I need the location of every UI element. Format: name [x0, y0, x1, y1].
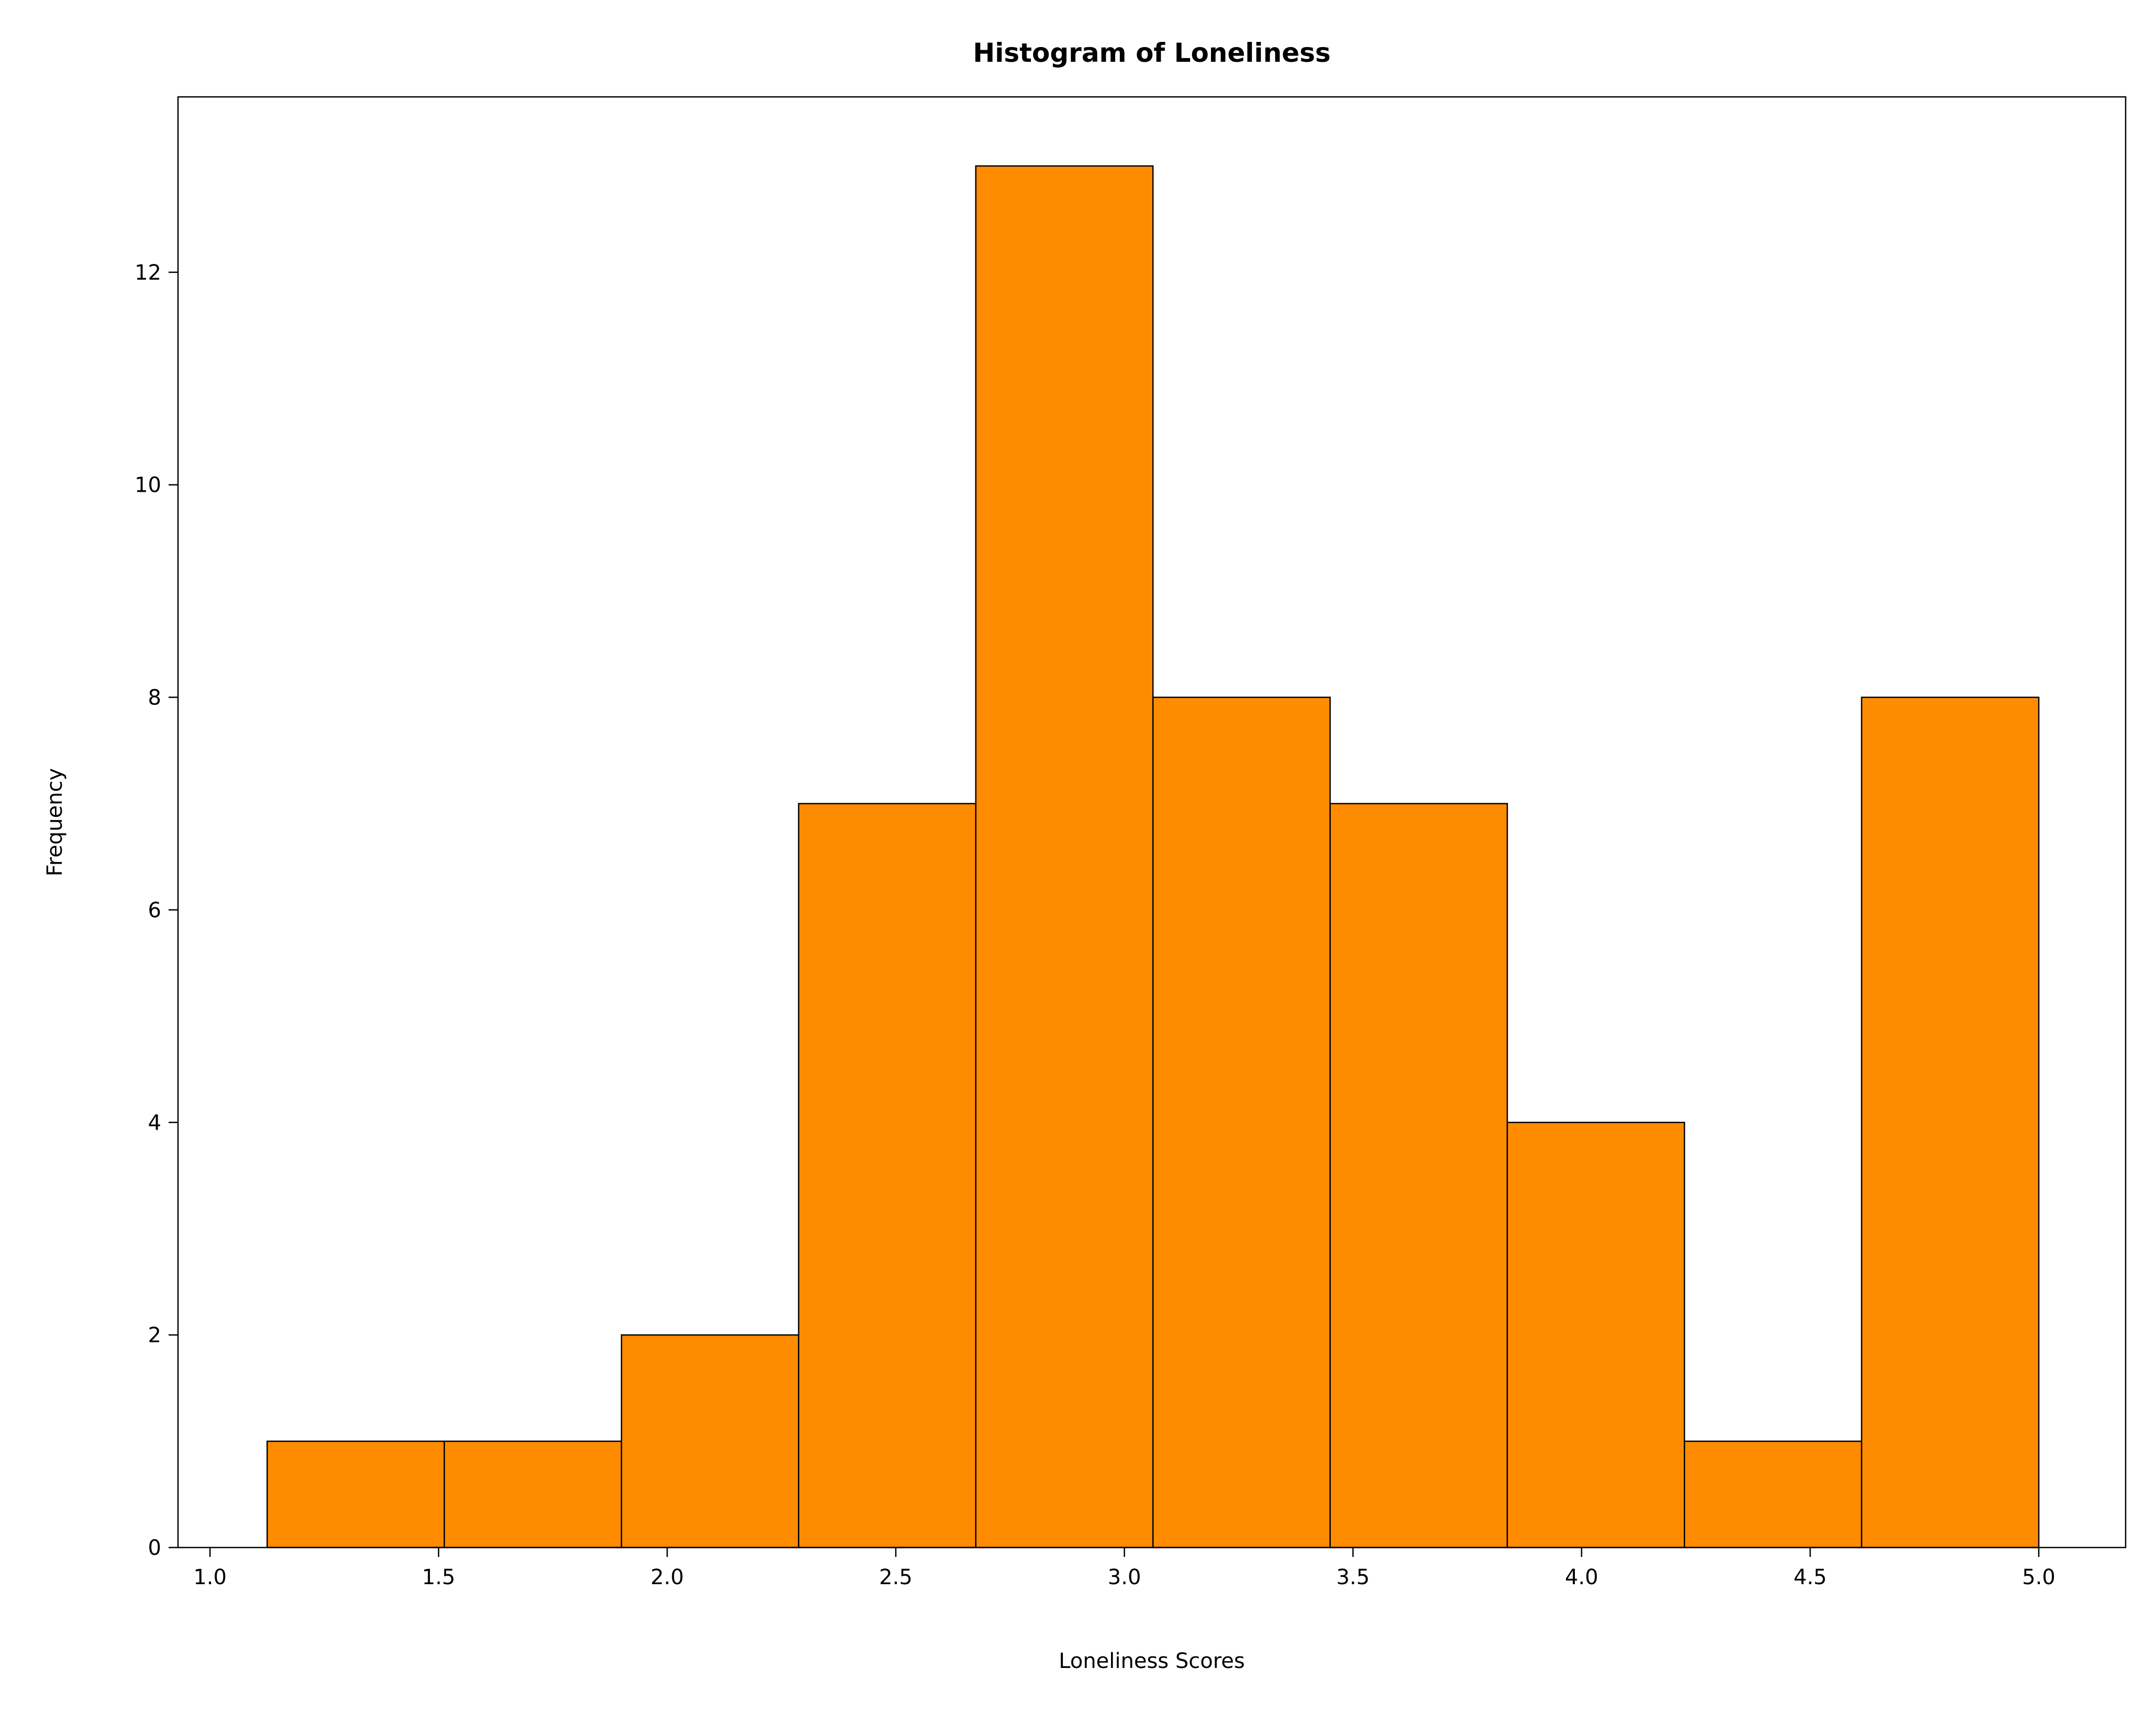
x-axis-label: Loneliness Scores — [1059, 1649, 1244, 1673]
y-axis-label: Frequency — [43, 768, 67, 877]
histogram-bar — [798, 803, 977, 1549]
x-tick-label: 2.0 — [651, 1565, 684, 1589]
histogram-bar — [620, 1334, 799, 1549]
histogram-bar — [1329, 803, 1508, 1549]
y-tick-label: 6 — [148, 898, 161, 922]
histogram-bar — [1684, 1440, 1862, 1549]
y-tick-label: 8 — [148, 686, 161, 710]
x-tick-label: 5.0 — [2022, 1565, 2055, 1589]
x-tick-label: 1.0 — [193, 1565, 227, 1589]
x-tick-label: 3.0 — [1108, 1565, 1141, 1589]
y-axis-ticks: 0 2 4 6 8 10 12 — [135, 261, 178, 1560]
chart-title: Histogram of Loneliness — [973, 38, 1330, 68]
histogram-bar — [1152, 697, 1331, 1549]
y-tick-label: 10 — [135, 473, 161, 498]
x-tick-label: 4.0 — [1565, 1565, 1598, 1589]
y-tick-label: 4 — [148, 1111, 161, 1135]
histogram-bar — [1506, 1122, 1685, 1549]
histogram-bar — [975, 165, 1154, 1549]
x-tick-label: 3.5 — [1336, 1565, 1370, 1589]
histogram-bar — [1861, 697, 2040, 1549]
bars-group — [266, 165, 2040, 1549]
y-tick-label: 0 — [148, 1536, 161, 1560]
histogram-bar — [266, 1440, 445, 1549]
x-tick-label: 4.5 — [1794, 1565, 1827, 1589]
y-tick-label: 12 — [135, 261, 161, 285]
x-tick-label: 2.5 — [879, 1565, 913, 1589]
x-axis-ticks: 1.0 1.5 2.0 2.5 3.0 3.5 4.0 4.5 5.0 — [193, 1548, 2055, 1589]
plot-frame — [177, 96, 2127, 1549]
histogram-bar — [443, 1440, 623, 1549]
x-tick-label: 1.5 — [422, 1565, 455, 1589]
y-tick-label: 2 — [148, 1323, 161, 1347]
